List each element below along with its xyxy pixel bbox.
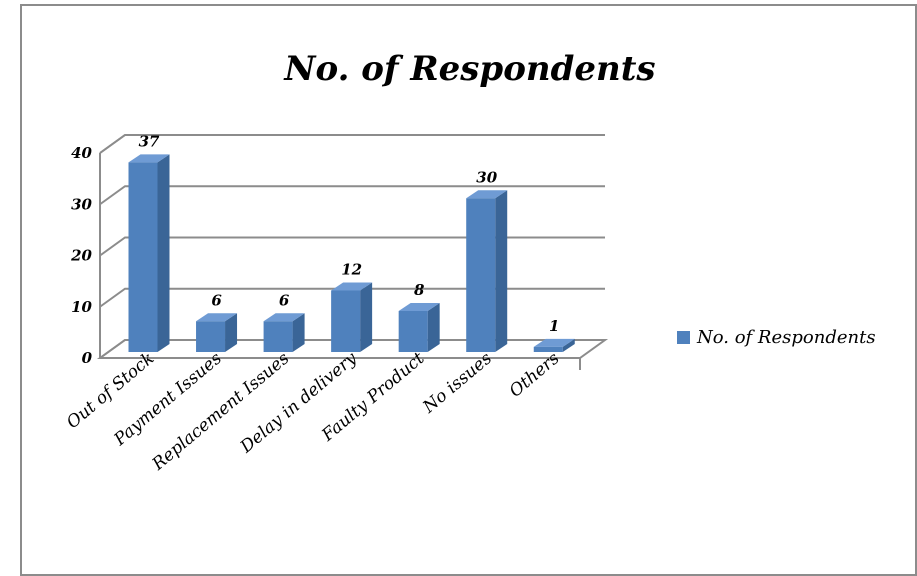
bar-side [562,338,575,352]
grid-line [99,134,605,154]
legend-label: No. of Respondents [696,327,876,348]
bar-top [398,303,440,311]
data-label: 12 [341,261,362,279]
bar-side [360,282,373,352]
bar-front [196,321,226,352]
bar-side [157,154,170,352]
bar-front [263,321,293,352]
legend-swatch [677,331,690,344]
bar-top [128,154,170,163]
grid-line [99,236,605,257]
bar [466,190,508,352]
bar-side [427,303,440,352]
bar [533,338,575,352]
bar-side [292,313,305,352]
data-label: 37 [139,132,160,150]
bar [128,154,170,352]
chart-title: No. of Respondents [283,49,655,89]
grid-line [99,339,605,359]
bar-top [263,313,305,322]
bar-front [331,290,361,352]
bar-side [495,190,508,352]
bar-front [533,346,563,352]
bar-top [196,313,238,322]
data-label: 8 [414,281,425,299]
grid-line [99,287,605,308]
bar [398,303,440,352]
bar [331,282,373,352]
grid-line [99,185,605,206]
y-tick-label: 10 [71,298,92,316]
y-tick-label: 0 [82,349,93,367]
bar-front [398,311,428,352]
data-label: 6 [211,291,222,309]
bar-front [466,198,496,352]
data-label: 6 [279,291,290,309]
bar [263,313,305,352]
bar [196,313,238,352]
y-tick-label: 30 [71,195,92,213]
bar-top [533,338,575,347]
data-label: 1 [549,317,559,335]
y-tick-label: 40 [71,144,92,162]
y-tick-label: 20 [70,247,92,265]
bar-front [128,162,158,352]
bar-top [331,282,373,291]
bar-side [225,313,238,352]
bar-top [466,190,508,199]
data-label: 30 [476,168,497,186]
